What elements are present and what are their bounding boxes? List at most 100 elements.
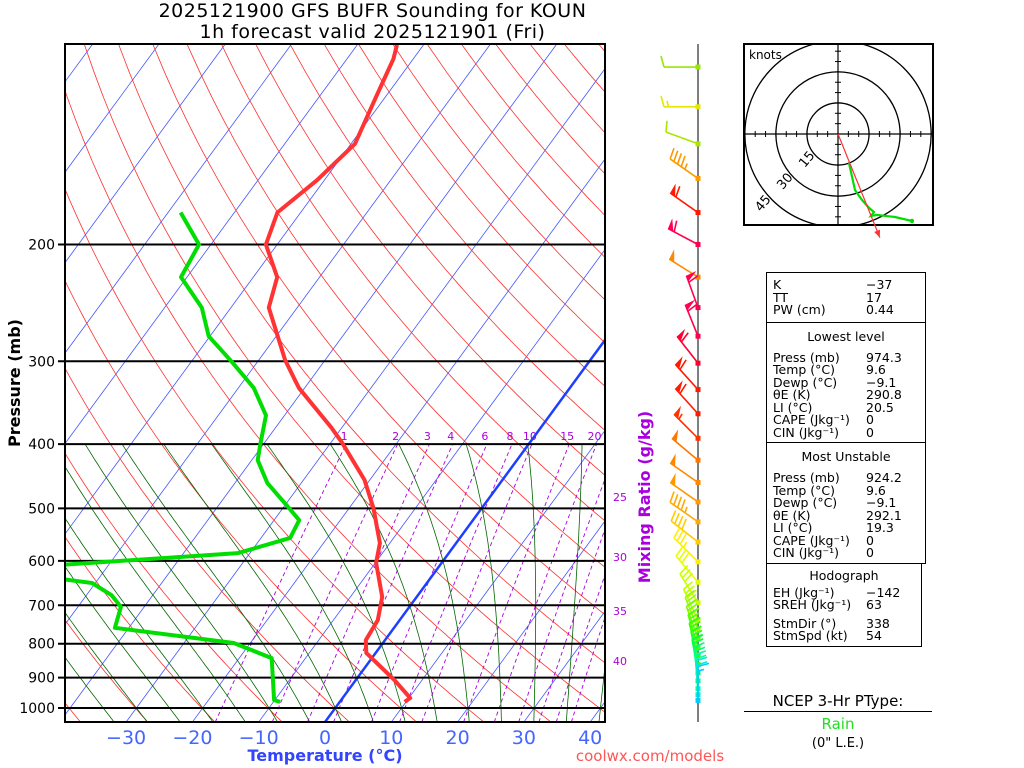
moist-adiabat-line bbox=[65, 656, 115, 722]
dry-adiabat-line bbox=[65, 452, 283, 722]
section-title: Hodograph bbox=[809, 567, 879, 583]
plot-frame bbox=[64, 43, 606, 723]
isotherm-line bbox=[125, 67, 605, 722]
moist-adiabat-line bbox=[329, 443, 438, 722]
temperature-tick-label: 0 bbox=[319, 727, 331, 749]
index-row: θE (K) 292.1 bbox=[773, 507, 919, 523]
wind-barb bbox=[669, 183, 701, 216]
index-value: 290.8 bbox=[866, 387, 902, 402]
lowest-level-indices: Lowest level Press (mb) 974.3 Temp (°C) 9.6… bbox=[766, 322, 926, 443]
index-value: −9.1 bbox=[866, 495, 897, 510]
mixing-ratio-line bbox=[463, 443, 570, 722]
index-label: EH (Jkg⁻¹) bbox=[773, 584, 835, 600]
index-value: −37 bbox=[866, 277, 893, 292]
storm-motion-arrowhead bbox=[874, 229, 881, 238]
wind-barb bbox=[667, 218, 701, 247]
index-value: 0 bbox=[866, 412, 874, 427]
zero-isotherm-line bbox=[323, 337, 605, 722]
axes: 200 300 400 500 600 700 800 900 1000 −30 −20 −10 0 10… bbox=[5, 237, 724, 765]
moist-adiabat-line bbox=[398, 443, 470, 722]
index-row: Press (mb) 974.3 bbox=[773, 351, 919, 365]
wind-barb bbox=[676, 328, 701, 366]
index-row: StmSpd (kt) 54 bbox=[773, 629, 915, 643]
index-row: Dewp (°C) −9.1 bbox=[773, 376, 919, 390]
index-label: Temp (°C) bbox=[773, 482, 836, 498]
index-row: PW (cm) 0.44 bbox=[773, 302, 919, 317]
dry-adiabat-line bbox=[65, 279, 417, 722]
dry-adiabat-line bbox=[221, 44, 605, 522]
dry-adiabat-line bbox=[324, 44, 605, 387]
general-indices: K −37 TT 17 PW (cm) 0.44 bbox=[766, 272, 926, 323]
index-label: Dewp (°C) bbox=[773, 495, 838, 510]
isotherm-line bbox=[390, 429, 605, 722]
moist-adiabat-line bbox=[84, 443, 278, 722]
precip-type-panel: NCEP 3-Hr PType: Rain (0" L.E.) bbox=[744, 692, 932, 751]
dry-adiabat-line bbox=[358, 44, 605, 344]
dry-adiabat-line bbox=[84, 44, 605, 713]
moist-adiabat-line bbox=[211, 443, 374, 722]
pressure-tick-label: 900 bbox=[28, 671, 55, 687]
hodograph-units-label: knots bbox=[749, 48, 782, 62]
index-row: θE (K) 290.8 bbox=[773, 387, 919, 402]
index-label: PW (cm) bbox=[773, 302, 826, 317]
mixing-ratio-line bbox=[371, 443, 488, 722]
background-lines bbox=[65, 44, 605, 722]
moist-adiabat-line bbox=[565, 444, 583, 722]
storm-motion-vector bbox=[837, 133, 881, 238]
wind-barb bbox=[660, 55, 701, 70]
index-value: 63 bbox=[866, 597, 882, 612]
section-title: Lowest level bbox=[807, 328, 885, 344]
wind-barb bbox=[674, 356, 701, 393]
dry-adiabat-line bbox=[290, 44, 605, 431]
index-label: CIN (Jkg⁻¹) bbox=[773, 424, 839, 440]
index-row: CIN (Jkg⁻¹) 0 bbox=[773, 545, 919, 560]
dry-adiabat-line bbox=[65, 89, 552, 722]
isotherm-line bbox=[65, 44, 159, 173]
mixing-ratio-label: 20 bbox=[588, 430, 602, 443]
wind-barb bbox=[669, 453, 701, 485]
moist-adiabat-line bbox=[65, 465, 246, 722]
pressure-lines bbox=[58, 243, 605, 709]
index-value: 0 bbox=[866, 545, 874, 560]
mixing-ratio-label: 2 bbox=[392, 430, 399, 443]
index-label: θE (K) bbox=[773, 507, 811, 523]
mixing-ratio-line bbox=[555, 573, 605, 722]
index-label: LI (°C) bbox=[773, 399, 813, 415]
temperature-tick-label: −10 bbox=[239, 727, 279, 749]
index-label: StmDir (°) bbox=[773, 615, 837, 631]
chart-title: 2025121900 GFS BUFR Sounding for KOUN bbox=[158, 0, 587, 22]
index-row: LI (°C) 20.5 bbox=[773, 399, 919, 415]
mixing-ratio-line bbox=[307, 443, 430, 722]
moist-adiabat-line bbox=[65, 611, 148, 722]
wind-barb bbox=[660, 95, 701, 110]
dry-adiabat-line bbox=[65, 619, 149, 722]
credit-text: coolwx.com/models bbox=[576, 747, 724, 765]
index-label: CAPE (Jkg⁻¹) bbox=[773, 412, 850, 427]
index-row: TT 17 bbox=[773, 289, 919, 305]
mixing-ratio-label: 35 bbox=[613, 605, 627, 618]
isotherm-line bbox=[65, 44, 424, 535]
index-label: CIN (Jkg⁻¹) bbox=[773, 545, 839, 560]
mixing-ratio-line bbox=[518, 477, 605, 722]
index-label: SREH (Jkg⁻¹) bbox=[773, 597, 852, 612]
most-unstable-indices: Most Unstable Press (mb) 924.2 Temp (°C) 9.… bbox=[766, 443, 926, 564]
hodograph-indices: Hodograph EH (Jkg⁻¹) −142 SREH (Jkg⁻¹) 63 St… bbox=[766, 563, 922, 647]
wind-barb bbox=[685, 270, 701, 311]
index-value: 17 bbox=[866, 289, 882, 305]
wind-barb bbox=[669, 147, 701, 181]
index-row: K −37 bbox=[773, 277, 919, 292]
moist-adiabat-line bbox=[266, 443, 406, 722]
wind-barb bbox=[684, 299, 701, 339]
pressure-tick-label: 600 bbox=[28, 554, 55, 570]
index-value: 0.44 bbox=[866, 302, 894, 317]
mixing-ratio-label: 25 bbox=[613, 491, 627, 504]
wind-barb bbox=[673, 527, 701, 565]
chart-subtitle: 1h forecast valid 2025121901 (Fri) bbox=[199, 21, 546, 43]
wind-barb bbox=[671, 429, 701, 463]
isotherm-line bbox=[192, 158, 605, 722]
dry-adiabat-line bbox=[187, 44, 605, 568]
dewpoint-line bbox=[65, 211, 302, 704]
mixing-ratio-line bbox=[493, 443, 597, 722]
dry-adiabat-line bbox=[152, 44, 605, 616]
